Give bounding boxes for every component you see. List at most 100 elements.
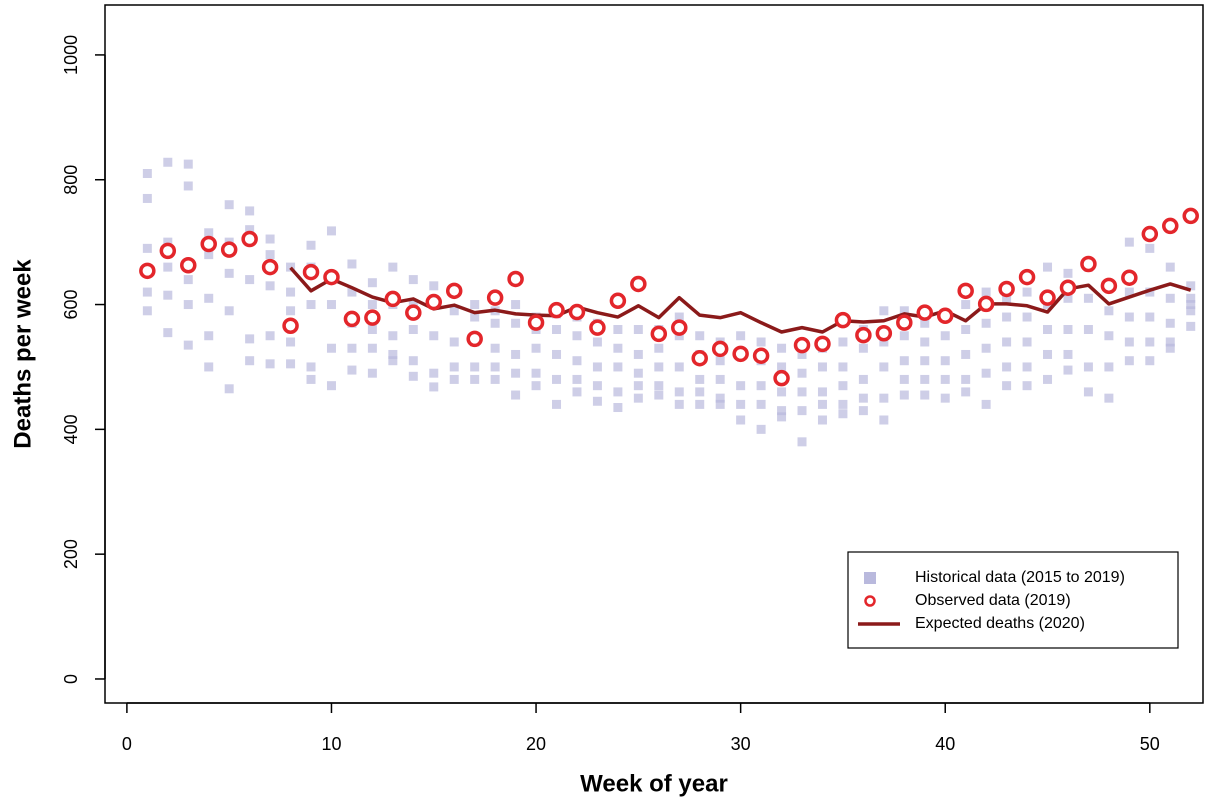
historical-point bbox=[552, 325, 562, 335]
historical-point bbox=[981, 399, 991, 409]
observed-point bbox=[875, 325, 893, 342]
historical-point bbox=[879, 362, 889, 372]
historical-point bbox=[899, 390, 909, 400]
historical-point bbox=[552, 374, 562, 384]
expected-line bbox=[289, 266, 1192, 334]
historical-point bbox=[981, 368, 991, 378]
historical-point bbox=[552, 399, 562, 409]
observed-point bbox=[834, 311, 852, 329]
historical-point bbox=[777, 412, 787, 422]
historical-point bbox=[797, 406, 807, 416]
historical-point bbox=[879, 306, 889, 316]
historical-point bbox=[224, 200, 234, 210]
historical-point bbox=[633, 325, 643, 335]
y-tick-label: 800 bbox=[61, 165, 81, 195]
historical-point bbox=[408, 356, 418, 366]
observed-point bbox=[896, 314, 913, 331]
historical-point bbox=[920, 337, 930, 347]
observed-point bbox=[1059, 279, 1077, 296]
y-tick-label: 400 bbox=[61, 414, 81, 444]
observed-point bbox=[159, 242, 177, 260]
historical-point bbox=[388, 356, 398, 366]
historical-point bbox=[940, 356, 950, 366]
historical-point bbox=[981, 343, 991, 353]
historical-point bbox=[695, 374, 705, 384]
legend-label: Historical data (2015 to 2019) bbox=[915, 569, 1125, 586]
historical-point bbox=[470, 374, 480, 384]
historical-point bbox=[490, 374, 500, 384]
historical-point bbox=[204, 293, 214, 303]
historical-point bbox=[899, 331, 909, 341]
historical-point bbox=[265, 281, 275, 291]
observed-point bbox=[1162, 217, 1179, 235]
historical-point bbox=[736, 415, 746, 425]
historical-point bbox=[183, 275, 193, 285]
historical-point bbox=[1063, 365, 1073, 375]
observed-point bbox=[977, 295, 995, 313]
historical-point bbox=[715, 393, 725, 403]
historical-point bbox=[1145, 243, 1155, 253]
historical-point bbox=[1124, 356, 1134, 366]
historical-point bbox=[1063, 293, 1073, 303]
historical-point bbox=[613, 387, 623, 397]
historical-point bbox=[265, 234, 275, 244]
historical-point bbox=[736, 399, 746, 409]
historical-point bbox=[388, 331, 398, 341]
observed-point bbox=[589, 319, 606, 336]
historical-point bbox=[1104, 393, 1114, 403]
historical-point bbox=[1186, 306, 1196, 316]
historical-point bbox=[163, 237, 173, 247]
historical-point bbox=[163, 157, 173, 167]
historical-point bbox=[511, 368, 521, 378]
observed-point bbox=[200, 235, 217, 253]
historical-point bbox=[756, 399, 766, 409]
historical-point bbox=[1104, 362, 1114, 372]
historical-point bbox=[470, 300, 480, 310]
historical-point bbox=[654, 390, 664, 400]
historical-point bbox=[449, 306, 459, 316]
historical-point bbox=[163, 290, 173, 300]
historical-point bbox=[1002, 381, 1012, 391]
historical-point bbox=[817, 387, 827, 397]
historical-point bbox=[1145, 312, 1155, 322]
legend-symbol bbox=[864, 595, 876, 607]
x-tick-label: 20 bbox=[526, 734, 546, 754]
historical-point bbox=[961, 300, 971, 310]
historical-point bbox=[1186, 300, 1196, 310]
historical-point bbox=[879, 337, 889, 347]
historical-point bbox=[163, 262, 173, 272]
observed-point bbox=[957, 282, 974, 300]
historical-point bbox=[286, 337, 296, 347]
historical-point bbox=[1145, 287, 1155, 297]
historical-point bbox=[531, 381, 541, 391]
historical-point bbox=[408, 275, 418, 285]
observed-point bbox=[364, 309, 381, 326]
historical-point bbox=[695, 399, 705, 409]
historical-point bbox=[736, 381, 746, 391]
historical-point bbox=[838, 337, 848, 347]
historical-point bbox=[756, 381, 766, 391]
observed-point bbox=[180, 256, 197, 274]
observed-point bbox=[998, 280, 1015, 298]
historical-point bbox=[695, 331, 705, 341]
historical-point bbox=[1022, 381, 1032, 391]
observed-point bbox=[302, 263, 320, 281]
historical-point bbox=[142, 168, 152, 178]
historical-point bbox=[858, 393, 868, 403]
historical-point bbox=[1083, 325, 1093, 335]
historical-point bbox=[142, 287, 152, 297]
x-axis-label: Week of year bbox=[580, 770, 728, 797]
historical-point bbox=[838, 409, 848, 419]
observed-point bbox=[1100, 277, 1118, 295]
historical-point bbox=[204, 250, 214, 260]
historical-point bbox=[142, 193, 152, 203]
historical-point bbox=[265, 250, 275, 260]
historical-point bbox=[899, 374, 909, 384]
y-tick-label: 1000 bbox=[61, 35, 81, 75]
historical-point bbox=[858, 343, 868, 353]
historical-point bbox=[326, 300, 336, 310]
historical-point bbox=[674, 387, 684, 397]
historical-point bbox=[511, 349, 521, 359]
historical-point bbox=[633, 381, 643, 391]
x-tick-label: 10 bbox=[321, 734, 341, 754]
